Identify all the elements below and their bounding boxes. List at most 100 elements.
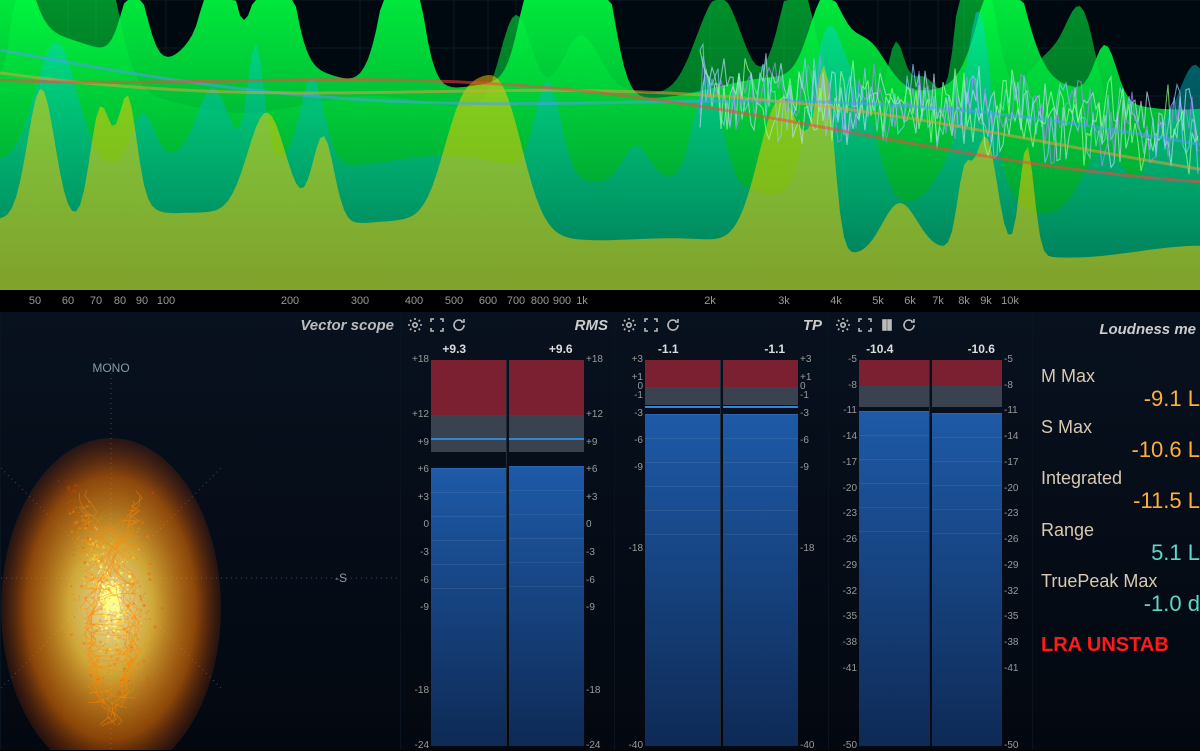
freq-tick: 800 xyxy=(531,295,549,307)
meter-bar xyxy=(645,360,721,746)
freq-tick: 2k xyxy=(704,295,716,307)
loudness-value: -9.1 L xyxy=(1041,387,1200,411)
scale-tick: +3 xyxy=(632,354,643,365)
spectrum-svg xyxy=(0,0,1200,310)
expand-icon[interactable] xyxy=(643,317,659,333)
vectorscope-body[interactable]: MONO -S xyxy=(1,338,400,750)
expand-icon[interactable] xyxy=(857,317,873,333)
scale-tick: -18 xyxy=(586,685,600,696)
meter-bar xyxy=(723,360,798,746)
scale-tick: +12 xyxy=(586,409,603,420)
lufs-meter-panel[interactable]: -10.4-10.6-5-8-11-14-17-20-23-26-29-32-3… xyxy=(828,312,1032,750)
scale-tick: +3 xyxy=(418,492,429,503)
loudness-warning: LRA UNSTAB xyxy=(1041,616,1200,657)
freq-tick: 700 xyxy=(507,295,525,307)
scale-tick: -6 xyxy=(420,575,429,586)
rms-meter-panel[interactable]: RMS +9.3+9.6+18+12+9+6+30-3-6-9-18-24+18… xyxy=(400,312,614,750)
scale-tick: 0 xyxy=(423,519,429,530)
scale-tick: +6 xyxy=(586,464,597,475)
scale-tick: +6 xyxy=(418,464,429,475)
loudness-label: Integrated xyxy=(1041,462,1200,489)
scale-tick: +18 xyxy=(412,354,429,365)
scale-tick: -5 xyxy=(1004,354,1013,365)
freq-tick: 80 xyxy=(114,295,126,307)
svg-text:-S: -S xyxy=(335,571,347,585)
vectorscope-title: Vector scope xyxy=(300,317,394,334)
freq-tick: 300 xyxy=(351,295,369,307)
loudness-label: M Max xyxy=(1041,360,1200,387)
freq-tick: 50 xyxy=(29,295,41,307)
spectrum-analyzer[interactable]: 50607080901002003004005006007008009001k2… xyxy=(0,0,1200,310)
gear-icon[interactable] xyxy=(407,317,423,333)
scale-tick: -20 xyxy=(1004,483,1018,494)
scale-tick: -3 xyxy=(586,547,595,558)
scale-tick: -29 xyxy=(843,560,857,571)
scale-tick: -20 xyxy=(843,483,857,494)
svg-text:MONO: MONO xyxy=(92,361,129,375)
freq-tick: 3k xyxy=(778,295,790,307)
vectorscope-panel[interactable]: Vector scope MONO -S xyxy=(0,312,400,750)
scale-tick: -26 xyxy=(843,534,857,545)
scale-tick: -3 xyxy=(420,547,429,558)
freq-tick: 4k xyxy=(830,295,842,307)
freq-tick: 90 xyxy=(136,295,148,307)
scale-tick: -1 xyxy=(634,390,643,401)
pause-icon[interactable] xyxy=(879,317,895,333)
scale-tick: +3 xyxy=(800,354,811,365)
loudness-panel[interactable]: Loudness me M Max-9.1 LS Max-10.6 LInteg… xyxy=(1032,312,1200,750)
freq-tick: 60 xyxy=(62,295,74,307)
scale-tick: -8 xyxy=(1004,380,1013,391)
scale-tick: -41 xyxy=(843,663,857,674)
scale-tick: +18 xyxy=(586,354,603,365)
meter-bar xyxy=(859,360,930,746)
scale-tick: +9 xyxy=(418,437,429,448)
scale-tick: -41 xyxy=(1004,663,1018,674)
scale-tick: -8 xyxy=(848,380,857,391)
scale-tick: -17 xyxy=(1004,457,1018,468)
refresh-icon[interactable] xyxy=(451,317,467,333)
meter-value: -1.1 xyxy=(658,342,679,356)
meter-bar xyxy=(932,360,1002,746)
scale-tick: -26 xyxy=(1004,534,1018,545)
freq-tick: 9k xyxy=(980,295,992,307)
scale-tick: -6 xyxy=(800,435,809,446)
freq-tick: 500 xyxy=(445,295,463,307)
freq-tick: 6k xyxy=(904,295,916,307)
scale-tick: +3 xyxy=(586,492,597,503)
expand-icon[interactable] xyxy=(429,317,445,333)
scale-tick: -9 xyxy=(634,462,643,473)
bottom-panels: Vector scope MONO-S RMS +9.3+9.6+18+12+9… xyxy=(0,312,1200,750)
refresh-icon[interactable] xyxy=(665,317,681,333)
meter-value: -10.6 xyxy=(968,342,995,356)
meter-value: +9.6 xyxy=(549,342,573,356)
scale-tick: -38 xyxy=(1004,637,1018,648)
loudness-value: -11.5 L xyxy=(1041,489,1200,513)
meter-bar xyxy=(509,360,584,746)
tp-meter-panel[interactable]: TP -1.1-1.1+3+10-1-3-6-9-18-40+3+10-1-3-… xyxy=(614,312,828,750)
gear-icon[interactable] xyxy=(835,317,851,333)
scale-tick: -29 xyxy=(1004,560,1018,571)
freq-tick: 8k xyxy=(958,295,970,307)
gear-icon[interactable] xyxy=(621,317,637,333)
scale-tick: -11 xyxy=(1004,405,1018,416)
scale-tick: +12 xyxy=(412,409,429,420)
scale-tick: -23 xyxy=(843,508,857,519)
vectorscope-header: Vector scope xyxy=(1,312,400,338)
loudness-label: TruePeak Max xyxy=(1041,565,1200,592)
scale-tick: -3 xyxy=(800,408,809,419)
loudness-title: Loudness me xyxy=(1099,321,1196,338)
scale-tick: -50 xyxy=(1004,740,1018,751)
tp-title: TP xyxy=(803,317,822,334)
loudness-header: Loudness me xyxy=(1033,316,1200,342)
scale-tick: -18 xyxy=(629,543,643,554)
rms-header: RMS xyxy=(401,312,614,338)
scale-tick: -5 xyxy=(848,354,857,365)
meter-bar xyxy=(431,360,507,746)
freq-tick: 70 xyxy=(90,295,102,307)
scale-tick: -32 xyxy=(1004,586,1018,597)
loudness-readouts: M Max-9.1 LS Max-10.6 LIntegrated-11.5 L… xyxy=(1041,360,1200,657)
scale-tick: +9 xyxy=(586,437,597,448)
lufs-header xyxy=(829,312,1032,338)
refresh-icon[interactable] xyxy=(901,317,917,333)
scale-tick: -18 xyxy=(415,685,429,696)
